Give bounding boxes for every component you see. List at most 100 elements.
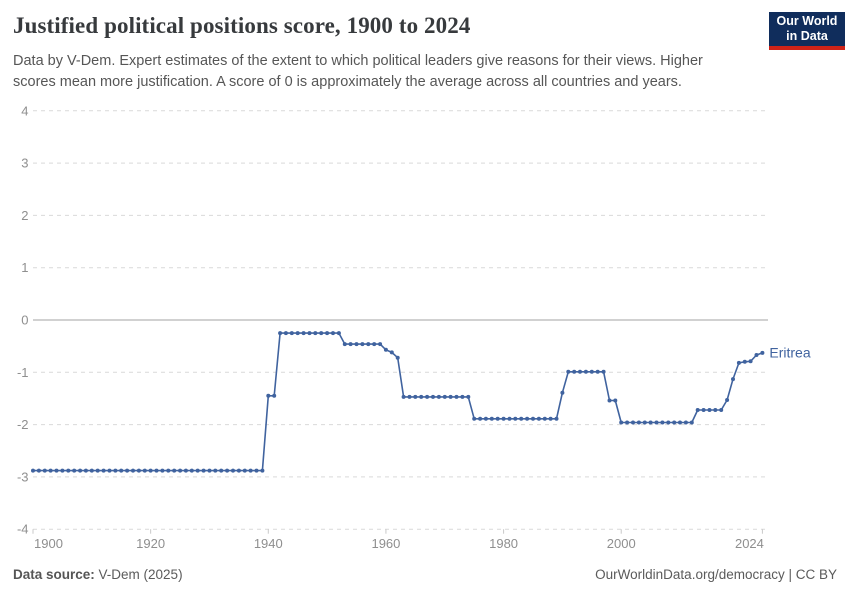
data-point xyxy=(219,468,224,473)
data-point xyxy=(513,416,518,421)
data-point xyxy=(707,408,712,412)
data-point xyxy=(78,468,83,473)
data-source-value: V-Dem (2025) xyxy=(94,567,183,582)
data-source: Data source: V-Dem (2025) xyxy=(13,567,183,582)
data-point xyxy=(454,394,459,399)
data-point xyxy=(442,394,447,399)
data-point xyxy=(295,331,300,336)
footer: Data source: V-Dem (2025) OurWorldinData… xyxy=(13,567,837,582)
data-point xyxy=(95,468,100,473)
data-point xyxy=(578,369,582,374)
chart-subtitle: Data by V-Dem. Expert estimates of the e… xyxy=(13,53,703,90)
data-point xyxy=(148,468,153,473)
data-point xyxy=(719,408,724,412)
data-point xyxy=(48,468,53,473)
data-point xyxy=(336,331,341,336)
data-point xyxy=(531,416,535,421)
data-point xyxy=(642,420,647,425)
data-point xyxy=(207,468,212,473)
data-point xyxy=(683,420,688,425)
data-point xyxy=(272,393,277,398)
data-point xyxy=(407,394,412,399)
data-point xyxy=(66,468,71,473)
owid-link[interactable]: OurWorldinData.org/democracy | CC BY xyxy=(595,567,837,582)
x-axis-label: 2024 xyxy=(735,536,764,551)
data-point xyxy=(231,468,235,473)
data-point xyxy=(660,420,665,425)
data-point xyxy=(42,468,47,473)
data-point xyxy=(119,468,124,473)
data-line xyxy=(33,332,763,472)
data-point xyxy=(519,416,524,421)
data-point xyxy=(413,394,418,399)
data-point xyxy=(342,342,347,347)
y-axis-label: -4 xyxy=(17,522,29,537)
data-point xyxy=(525,416,530,421)
data-point xyxy=(495,416,500,421)
data-point xyxy=(489,416,494,421)
data-point xyxy=(619,420,624,425)
y-axis-label: 0 xyxy=(21,313,28,328)
line-chart: 4 3 2 1 0 -1 -2 -3 -4 1900 1920 1940 1960 1980 2000 202… xyxy=(17,103,811,551)
data-point xyxy=(566,369,571,374)
data-point xyxy=(725,398,730,402)
data-point xyxy=(313,331,318,336)
data-point xyxy=(289,331,294,336)
owid-logo-line2: in Data xyxy=(786,29,828,43)
data-point xyxy=(542,416,547,421)
data-point xyxy=(631,420,635,425)
data-point xyxy=(266,393,271,398)
data-point xyxy=(60,468,65,473)
data-point xyxy=(360,342,365,347)
data-point xyxy=(395,355,400,360)
data-point xyxy=(572,369,577,374)
data-point xyxy=(672,420,677,425)
data-point xyxy=(372,342,377,347)
x-axis-label: 1940 xyxy=(254,536,283,551)
data-point xyxy=(366,342,371,347)
data-point xyxy=(625,420,630,425)
data-point xyxy=(548,416,553,421)
data-point xyxy=(378,342,383,347)
data-point xyxy=(189,468,194,473)
data-point xyxy=(689,420,694,425)
data-point xyxy=(425,394,430,399)
data-source-label: Data source: xyxy=(13,567,95,582)
data-point xyxy=(213,468,218,473)
data-point xyxy=(242,468,247,473)
data-point xyxy=(401,394,406,399)
data-point xyxy=(731,377,735,382)
y-axis-label: 1 xyxy=(21,260,28,275)
data-point xyxy=(695,408,700,412)
data-point xyxy=(742,359,747,364)
data-point xyxy=(466,394,471,399)
data-point xyxy=(436,394,441,399)
x-axis-label: 1900 xyxy=(34,536,63,551)
data-point xyxy=(654,420,659,425)
data-point xyxy=(389,350,394,355)
data-point xyxy=(301,331,306,336)
data-point xyxy=(178,468,183,473)
data-point xyxy=(331,331,335,336)
data-point xyxy=(448,394,453,399)
data-point xyxy=(183,468,188,473)
data-point xyxy=(383,347,388,352)
data-point xyxy=(536,416,541,421)
data-point xyxy=(160,468,165,473)
data-point xyxy=(72,468,77,473)
data-point xyxy=(419,394,424,399)
entity-label: Eritrea xyxy=(769,345,810,361)
x-axis-label: 1920 xyxy=(136,536,165,551)
data-point xyxy=(595,369,600,374)
data-point xyxy=(125,468,130,473)
data-point xyxy=(113,468,118,473)
data-point xyxy=(754,353,759,357)
data-point xyxy=(472,416,477,421)
data-point xyxy=(501,416,506,421)
data-point xyxy=(607,398,612,403)
data-point xyxy=(348,342,353,347)
data-point xyxy=(101,468,106,473)
data-point xyxy=(107,468,112,473)
y-axis-label: -2 xyxy=(17,417,29,432)
